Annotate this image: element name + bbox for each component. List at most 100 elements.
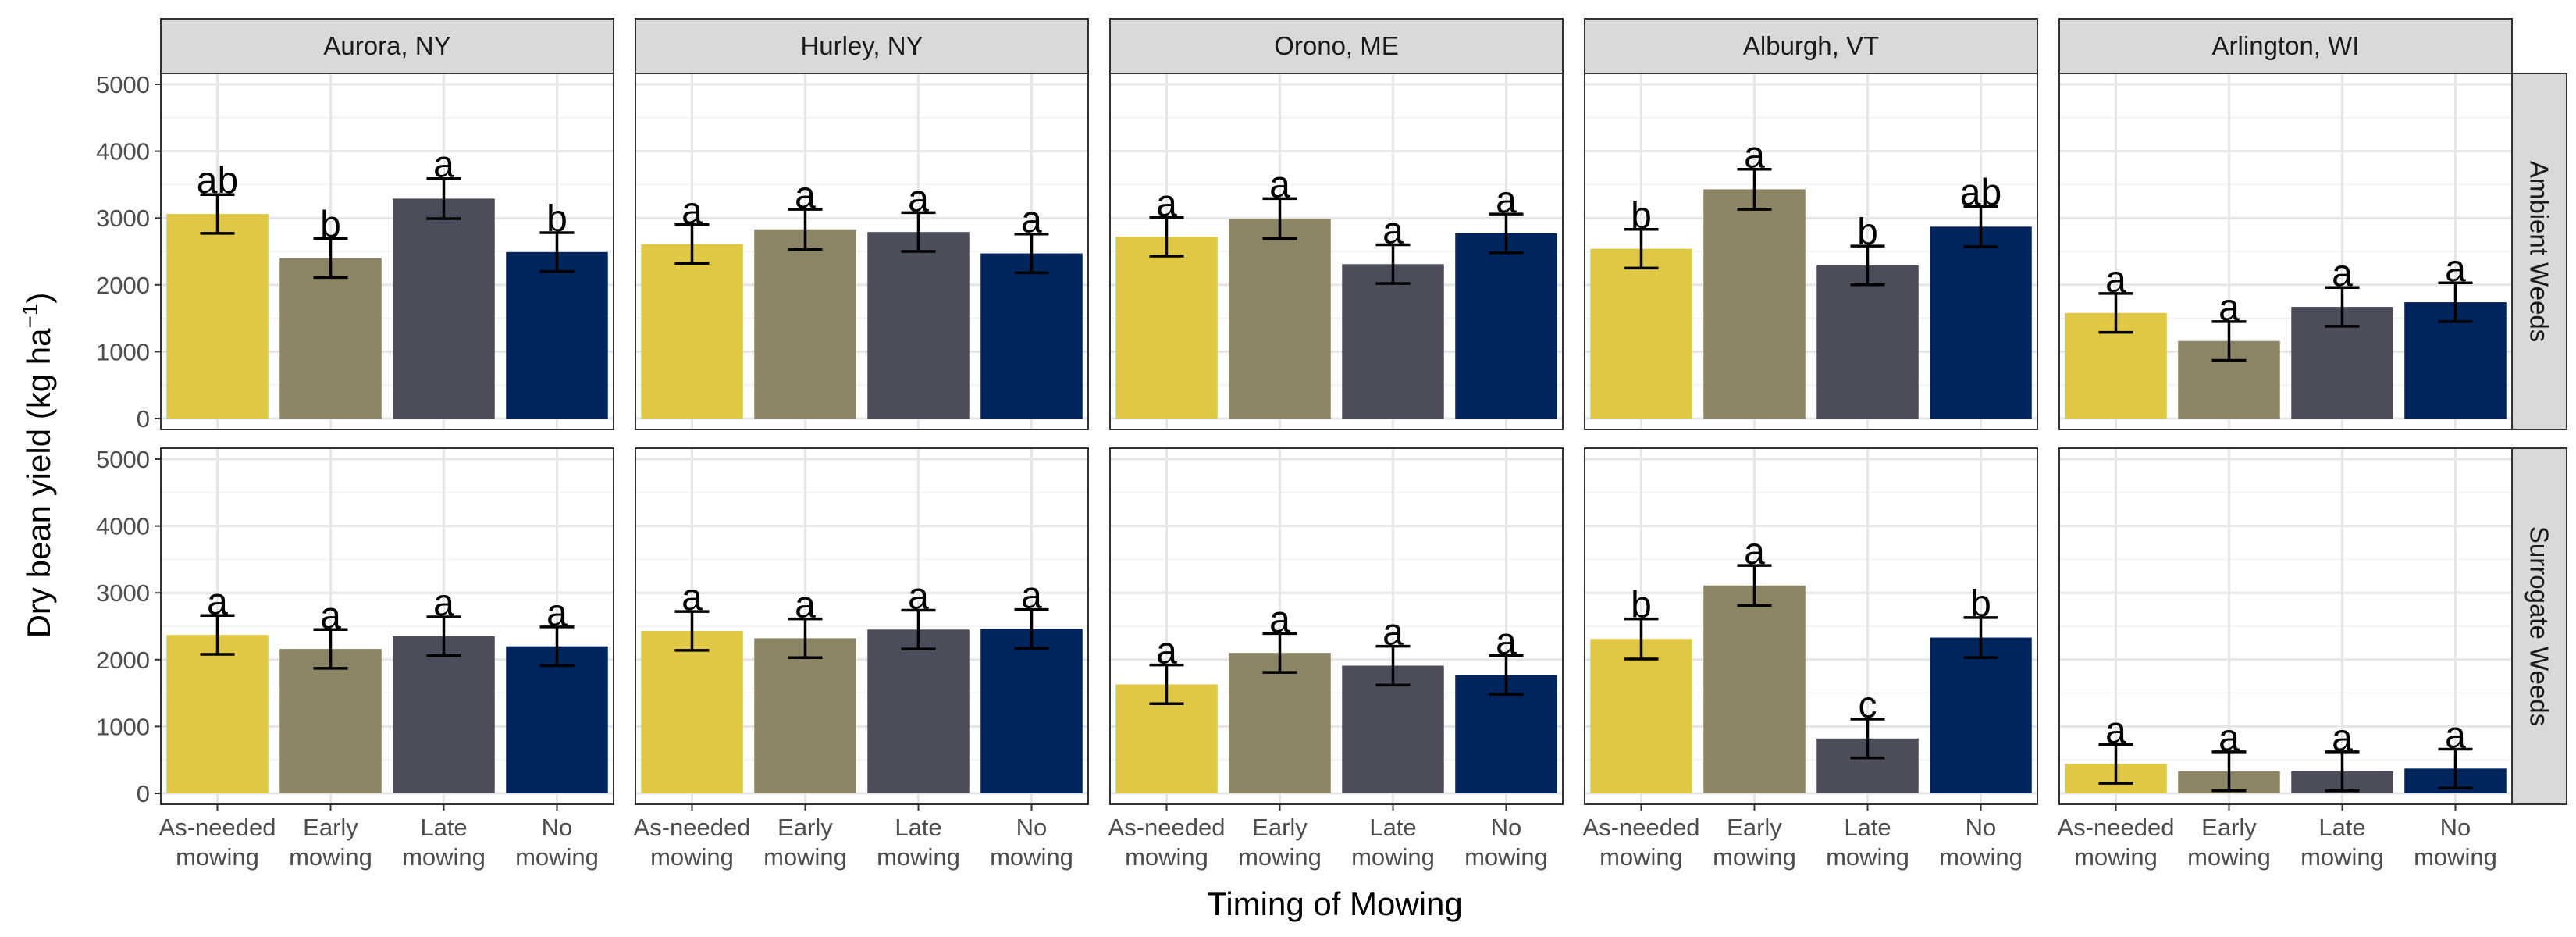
x-tick-label: Late mowing (402, 814, 486, 871)
bar (980, 629, 1083, 793)
significance-letter: a (2105, 711, 2126, 752)
significance-letter: a (1156, 183, 1177, 224)
bar (1590, 248, 1692, 419)
bar (1342, 665, 1444, 793)
bar (393, 198, 495, 419)
x-tick-label: No mowing (515, 814, 599, 871)
bar (166, 214, 269, 419)
significance-letter: c (1859, 685, 1877, 726)
strip-label: Arlington, WI (2212, 31, 2360, 60)
y-tick-label: 3000 (96, 579, 150, 607)
significance-letter: a (1382, 612, 1404, 654)
x-tick-label: Early mowing (289, 814, 372, 871)
significance-letter: a (320, 595, 341, 636)
bar (279, 258, 382, 419)
y-tick-label: 4000 (96, 138, 150, 166)
significance-letter: a (1269, 164, 1290, 205)
y-axis-title-sup: −1 (18, 304, 42, 329)
strip-label: Aurora, NY (323, 31, 450, 60)
bar (1703, 189, 1806, 419)
y-tick-label: 5000 (96, 446, 150, 473)
bar (393, 636, 495, 793)
bar (980, 253, 1083, 419)
panel-border (160, 447, 614, 805)
strip-label: Surrogate Weeds (2525, 526, 2554, 726)
significance-letter: a (2105, 259, 2126, 301)
significance-letter: a (795, 175, 816, 216)
significance-letter: a (908, 178, 929, 219)
y-axis-title: Dry bean yield (kg ha−1) (18, 293, 57, 639)
significance-letter: b (1857, 212, 1878, 253)
y-tick-label: 0 (137, 780, 150, 807)
bar (754, 229, 856, 419)
x-tick-label: Late mowing (1351, 814, 1435, 871)
bar (867, 629, 970, 793)
significance-letter: a (1021, 575, 1042, 617)
bar (867, 232, 970, 419)
significance-letter: a (681, 577, 703, 618)
x-tick-label: As-needed mowing (1108, 814, 1226, 871)
significance-letter: a (1496, 622, 1517, 663)
bar (1590, 639, 1692, 793)
significance-letter: a (546, 593, 568, 634)
x-tick-label: As-needed mowing (2058, 814, 2175, 871)
y-axis-title-main: Dry bean yield (kg ha (20, 328, 57, 639)
x-tick-label: Late mowing (2300, 814, 2384, 871)
bar (1930, 226, 2032, 419)
y-tick-label: 2000 (96, 272, 150, 299)
significance-letter: ab (197, 160, 238, 201)
panel-border (1584, 447, 2038, 805)
strip-alburgh-vt (1584, 18, 2038, 74)
bar (1703, 585, 1806, 793)
panel: b a c b (1584, 447, 2038, 805)
significance-letter: b (320, 205, 341, 246)
significance-letter: a (681, 191, 703, 232)
significance-letter: a (1744, 531, 1765, 572)
x-tick-label: Late mowing (1826, 814, 1909, 871)
significance-letter: a (1269, 599, 1290, 640)
bar (506, 646, 608, 793)
significance-letter: a (1021, 200, 1042, 241)
strip-orono-me (1109, 18, 1564, 74)
x-tick-label: No mowing (1939, 814, 2023, 871)
significance-letter: b (1631, 195, 1652, 237)
x-tick-label: Early mowing (1238, 814, 1322, 871)
y-tick-label: 5000 (96, 71, 150, 98)
x-tick-label: No mowing (990, 814, 1073, 871)
significance-letter: a (908, 575, 929, 617)
bar (1342, 264, 1444, 419)
y-axis-title-close: ) (20, 293, 57, 304)
significance-letter: a (795, 585, 816, 626)
significance-letter: a (2445, 715, 2466, 757)
significance-letter: a (433, 144, 454, 186)
y-tick-label: 2000 (96, 647, 150, 674)
significance-letter: b (1970, 583, 1991, 625)
significance-letter: a (2332, 718, 2353, 759)
strip-label: Alburgh, VT (1743, 31, 1879, 60)
significance-letter: a (207, 581, 228, 622)
significance-letter: a (1156, 631, 1177, 672)
x-tick-label: As-needed mowing (1583, 814, 1700, 871)
bar (1115, 237, 1218, 419)
significance-letter: a (1496, 180, 1517, 221)
y-tick-label: 3000 (96, 205, 150, 232)
strip-label: Orono, ME (1274, 31, 1399, 60)
x-tick-label: No mowing (2414, 814, 2497, 871)
x-tick-label: As-needed mowing (159, 814, 276, 871)
bar (166, 635, 269, 793)
strip-label: Hurley, NY (800, 31, 923, 60)
significance-letter: a (2218, 287, 2240, 329)
strip-label: Ambient Weeds (2525, 161, 2554, 342)
significance-letter: b (1631, 585, 1652, 626)
x-tick-label: As-needed mowing (634, 814, 751, 871)
